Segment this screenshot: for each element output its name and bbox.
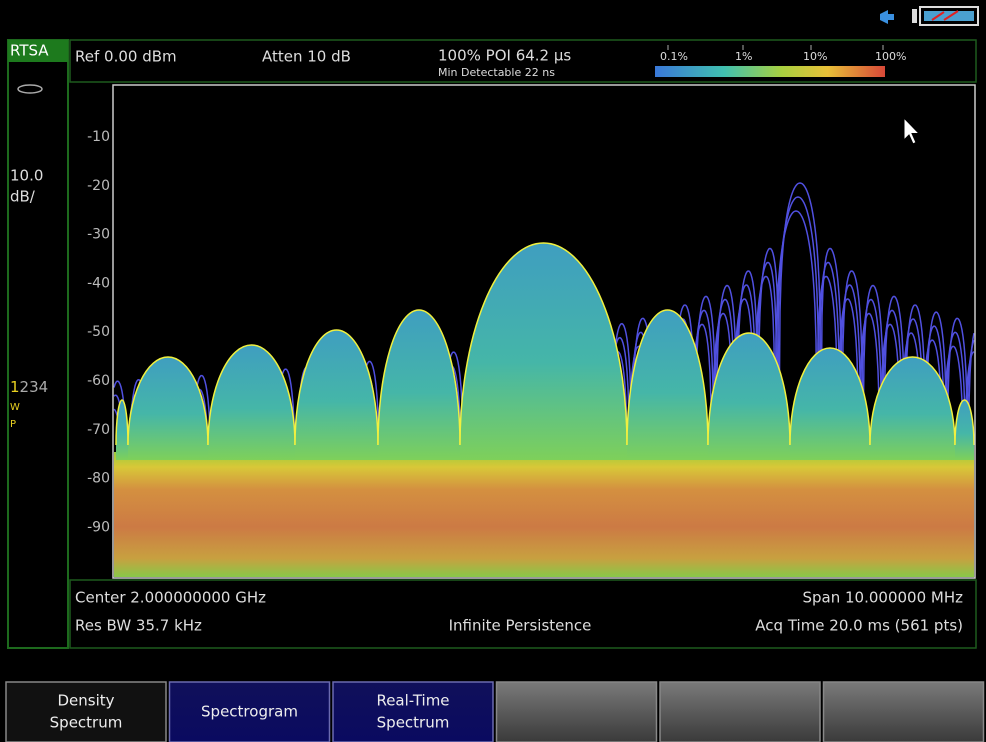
- plot-frame: [112, 84, 976, 579]
- density-lobe: [708, 333, 790, 460]
- softkey[interactable]: Spectrogram: [168, 681, 331, 742]
- y-tick-label: -70: [87, 422, 110, 438]
- span: Span 10.000000 MHz: [803, 589, 964, 607]
- lobe-edge: [626, 309, 709, 446]
- scale-unit: dB/: [10, 188, 36, 206]
- softkey[interactable]: [822, 681, 985, 742]
- y-tick-label: -30: [87, 227, 110, 243]
- y-tick-label: -80: [87, 471, 110, 487]
- density-lobe: [790, 348, 870, 460]
- mouse-cursor: [903, 116, 921, 145]
- min-detectable: Min Detectable 22 ns: [438, 66, 555, 79]
- y-tick-label: -50: [87, 324, 110, 340]
- res-bw: Res BW 35.7 kHz: [75, 617, 202, 635]
- density-lobe: [378, 310, 460, 460]
- lobe-edge: [207, 344, 296, 446]
- density-color-bar: [655, 66, 885, 77]
- density-lobe: [295, 329, 378, 460]
- status-icons: [880, 6, 979, 26]
- density-lobe: [460, 243, 627, 460]
- softkey-bar: Density Spectrum Spectrogram Real-Time Spect…: [5, 681, 985, 742]
- poi: 100% POI 64.2 µs: [438, 47, 571, 65]
- density-lobe: [627, 309, 708, 460]
- y-tick-label: -90: [87, 519, 110, 535]
- lobe-edge: [869, 356, 956, 446]
- attenuation: Atten 10 dB: [262, 48, 351, 66]
- lobe-edge: [459, 242, 628, 446]
- softkey-face[interactable]: [168, 681, 331, 742]
- side-panel: [7, 39, 69, 649]
- mode-badge: [8, 40, 68, 62]
- lobe-edge: [115, 399, 129, 446]
- density-lobe: [870, 357, 955, 460]
- noise-floor: [114, 452, 974, 577]
- other-traces: 234: [20, 378, 49, 396]
- scale-label: 1%: [735, 50, 752, 63]
- trace-indicator: 1234: [10, 378, 48, 396]
- density-lobe: [208, 344, 295, 460]
- softkey-label[interactable]: Spectrogram: [201, 703, 298, 721]
- y-tick-label: -40: [87, 275, 110, 291]
- footer-frame: [69, 579, 977, 649]
- battery-frame: [919, 6, 979, 26]
- center-frequency: Center 2.000000000 GHz: [75, 589, 266, 607]
- battery-mark: [931, 10, 959, 21]
- lobe-edge: [127, 356, 209, 446]
- scale-label: 10%: [803, 50, 827, 63]
- softkey-label[interactable]: Spectrum: [50, 714, 123, 732]
- y-tick-label: -60: [87, 373, 110, 389]
- header-frame: [69, 39, 977, 83]
- detector: P: [10, 419, 16, 430]
- scale-label: 0.1%: [660, 50, 688, 63]
- softkey-label[interactable]: Real-Time: [376, 692, 449, 710]
- density-scale: 0.1% 1% 10% 100%: [660, 45, 906, 63]
- sweep-icon: [17, 84, 43, 94]
- y-tick-label: -20: [87, 178, 110, 194]
- acq-time: Acq Time 20.0 ms (561 pts): [755, 617, 963, 635]
- connection-icon: [880, 10, 894, 24]
- density-lobe: [955, 400, 974, 460]
- density-lobe: [128, 357, 208, 460]
- persistence: Infinite Persistence: [449, 617, 592, 635]
- battery-tip: [912, 9, 917, 23]
- scale-value: 10.0: [10, 167, 43, 185]
- softkey[interactable]: [659, 681, 821, 742]
- softkey-face[interactable]: [332, 681, 494, 742]
- y-tick-label: -10: [87, 129, 110, 145]
- scale-label: 100%: [875, 50, 906, 63]
- softkey-face[interactable]: [659, 681, 821, 742]
- softkey[interactable]: Density Spectrum: [5, 681, 167, 742]
- density-lobe: [116, 400, 128, 460]
- lobe-edge: [377, 309, 461, 446]
- softkey-label[interactable]: Spectrum: [377, 714, 450, 732]
- softkey[interactable]: [495, 681, 658, 742]
- lobe-edge: [294, 329, 379, 446]
- lobe-edge: [954, 399, 975, 446]
- softkey-face[interactable]: [5, 681, 167, 742]
- softkey-face[interactable]: [495, 681, 658, 742]
- mode-label: RTSA: [10, 42, 49, 60]
- plot-area: -10 -20 -30 -40 -50 -60 -70 -80 -90: [87, 85, 975, 578]
- lobe-edge: [789, 347, 871, 446]
- softkey[interactable]: Real-Time Spectrum: [332, 681, 494, 742]
- active-trace: 1: [10, 378, 20, 396]
- softkey-label[interactable]: Density: [57, 692, 114, 710]
- lobe-edge: [707, 332, 791, 446]
- softkey-face[interactable]: [822, 681, 985, 742]
- trace-type: W: [10, 402, 20, 413]
- ref-level: Ref 0.00 dBm: [75, 48, 177, 66]
